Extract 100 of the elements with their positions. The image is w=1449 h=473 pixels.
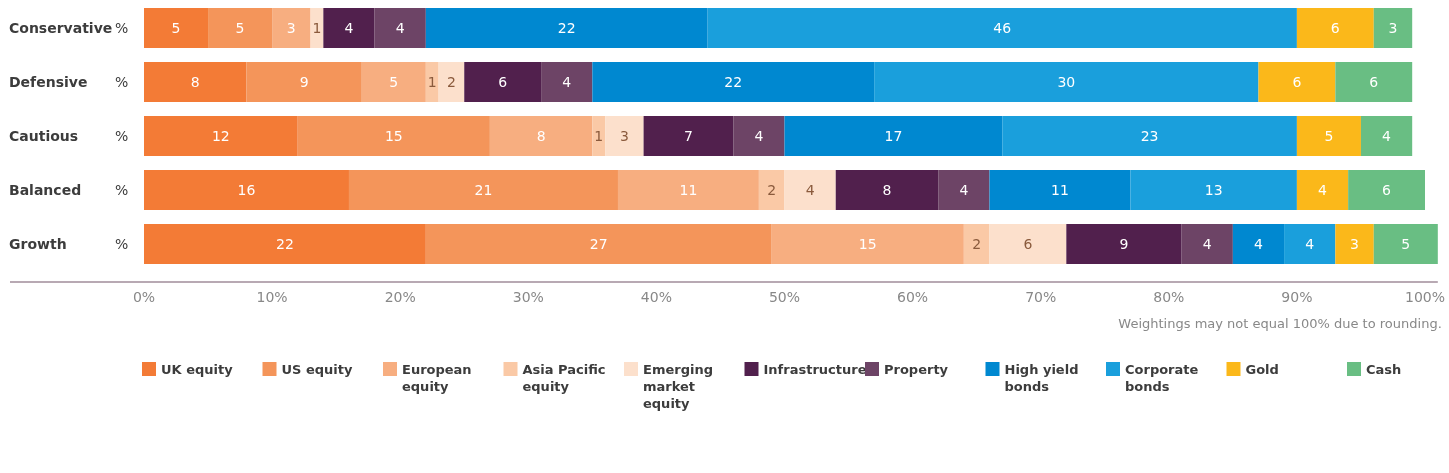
bar xyxy=(835,170,939,210)
bar xyxy=(1130,170,1297,210)
bar xyxy=(1232,224,1285,264)
data-label: 23 xyxy=(1140,127,1159,144)
data-label: 8 xyxy=(190,73,200,90)
x-tick-label: 60% xyxy=(897,289,929,305)
legend-label: Property xyxy=(884,362,949,377)
bar xyxy=(1181,224,1233,264)
bar xyxy=(297,116,490,156)
x-tick-label: 10% xyxy=(256,289,288,305)
bar xyxy=(425,62,439,102)
data-label: 2 xyxy=(446,73,456,90)
y-tick-label: Defensive xyxy=(9,73,88,90)
bar xyxy=(348,170,618,210)
bar xyxy=(246,62,362,102)
data-label: 3 xyxy=(619,127,629,144)
bar xyxy=(784,116,1003,156)
data-label: 4 xyxy=(754,127,764,144)
x-tick-label: 40% xyxy=(640,289,672,305)
bar xyxy=(374,8,426,48)
data-label: 11 xyxy=(1051,181,1069,198)
data-label: 6 xyxy=(1292,73,1302,90)
legend-label: Infrastructure xyxy=(763,362,867,377)
bar xyxy=(144,62,247,102)
data-label: 21 xyxy=(474,181,493,198)
x-tick-label: 30% xyxy=(512,289,544,305)
data-label: 8 xyxy=(536,127,546,144)
bar xyxy=(425,224,772,264)
legend-label: UK equity xyxy=(161,362,234,377)
bar xyxy=(784,170,836,210)
text: % xyxy=(115,235,129,252)
data-label: 4 xyxy=(1382,127,1392,144)
legend-label: High yield bonds xyxy=(1004,362,1079,394)
text: Weightings may not equal 100% due to rounding. xyxy=(1118,316,1442,331)
bar xyxy=(643,116,734,156)
bar xyxy=(617,170,759,210)
data-label: 6 xyxy=(498,73,508,90)
bar xyxy=(361,62,426,102)
text: % xyxy=(115,181,129,198)
bar xyxy=(489,116,593,156)
x-tick-label: 20% xyxy=(384,289,416,305)
data-label: 4 xyxy=(1318,181,1328,198)
x-tick-label: 50% xyxy=(768,289,801,305)
x-tick-label: 80% xyxy=(1153,289,1185,305)
data-label: 8 xyxy=(882,181,892,198)
data-label: 2 xyxy=(767,181,777,198)
text: % xyxy=(115,127,129,144)
data-label: 30 xyxy=(1057,73,1076,90)
data-label: 5 xyxy=(389,73,399,90)
bar xyxy=(1373,8,1413,48)
x-tick-label: 100% xyxy=(1404,289,1446,305)
data-label: 4 xyxy=(1305,235,1315,252)
data-label: 5 xyxy=(1324,127,1334,144)
data-label: 22 xyxy=(724,73,743,90)
bar xyxy=(771,224,964,264)
y-axis-title: % xyxy=(115,19,129,36)
data-label: 3 xyxy=(1388,19,1398,36)
bar xyxy=(1296,116,1361,156)
legend-label: Emerging market equity xyxy=(643,362,713,411)
bar xyxy=(144,8,209,48)
bar xyxy=(592,116,606,156)
data-label: 3 xyxy=(1350,235,1360,252)
data-label: 22 xyxy=(276,235,294,252)
data-label: 12 xyxy=(211,127,230,144)
bar xyxy=(1360,116,1413,156)
data-label: 5 xyxy=(1401,235,1411,252)
bar xyxy=(272,8,311,48)
x-tick-label: 70% xyxy=(1025,289,1057,305)
data-label: 9 xyxy=(299,73,309,90)
y-tick-label: Conservative xyxy=(9,19,113,36)
data-label: 1 xyxy=(594,127,604,144)
data-label: 13 xyxy=(1204,181,1223,198)
bar xyxy=(592,62,875,102)
legend-label: Gold xyxy=(1245,362,1279,377)
bar xyxy=(1335,62,1413,102)
data-label: 2 xyxy=(972,235,982,252)
bar xyxy=(144,224,426,264)
data-label: 1 xyxy=(427,73,437,90)
data-label: 6 xyxy=(1382,181,1392,198)
bar xyxy=(1335,224,1374,264)
data-label: 4 xyxy=(1254,235,1264,252)
data-label: 4 xyxy=(344,19,354,36)
bar xyxy=(989,170,1131,210)
y-tick-label: Balanced xyxy=(9,181,82,198)
legend-label: US equity xyxy=(281,362,353,377)
data-label: 1 xyxy=(312,19,322,36)
data-label: 6 xyxy=(1330,19,1340,36)
legend-label: Corporate bonds xyxy=(1125,362,1199,394)
data-label: 3 xyxy=(286,19,296,36)
data-label: 5 xyxy=(235,19,245,36)
y-tick-label: Growth xyxy=(9,235,67,252)
data-label: 5 xyxy=(171,19,181,36)
bar xyxy=(874,62,1259,102)
bar xyxy=(1296,170,1349,210)
bar xyxy=(541,62,593,102)
bar xyxy=(963,224,990,264)
bar xyxy=(208,8,273,48)
bar xyxy=(1258,62,1336,102)
bar xyxy=(1296,8,1374,48)
bar xyxy=(1002,116,1297,156)
